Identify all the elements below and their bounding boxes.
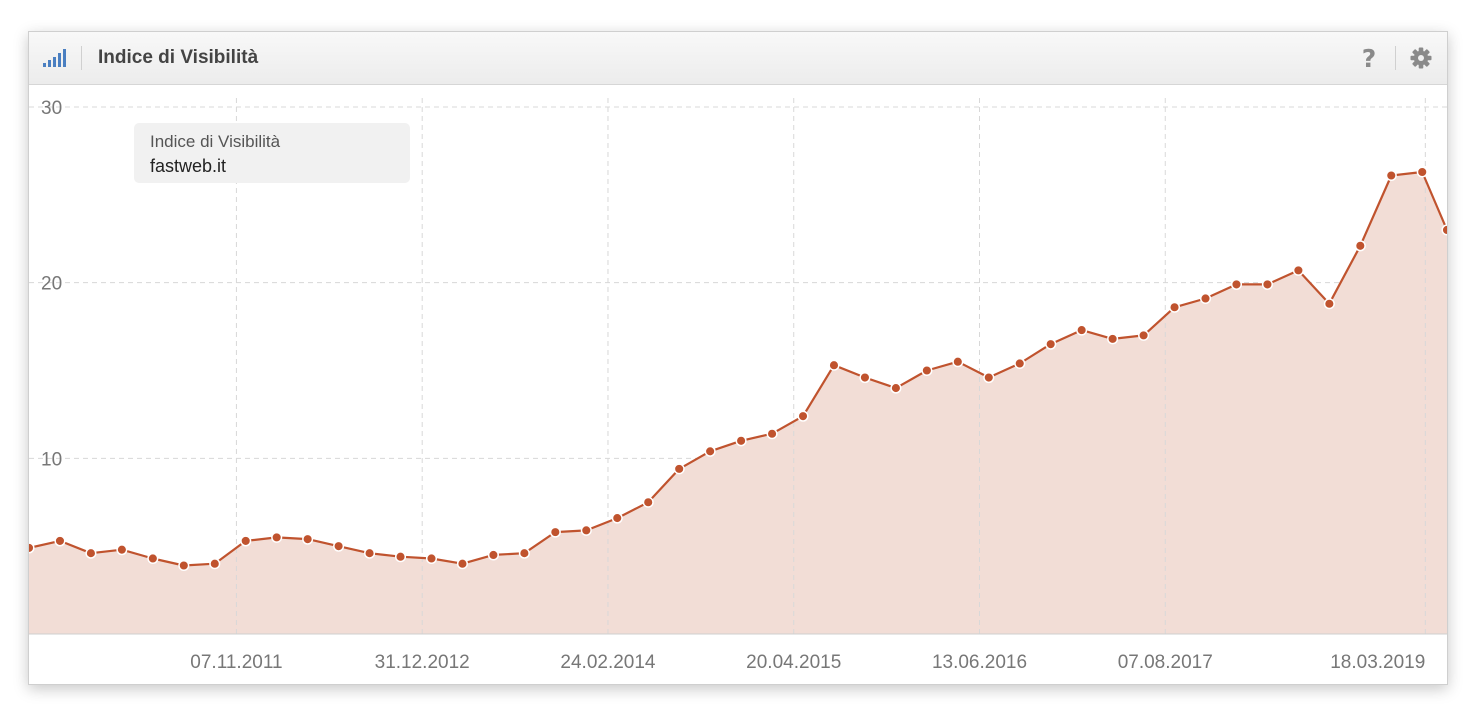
data-point[interactable] [549,526,561,538]
x-tick-label: 24.02.2014 [560,652,656,673]
data-point[interactable] [456,558,468,570]
data-point[interactable] [611,512,623,524]
help-icon[interactable]: ? [1361,44,1377,73]
data-point[interactable] [425,552,438,565]
data-point[interactable] [673,463,685,475]
data-point[interactable] [1230,278,1243,290]
data-point[interactable] [642,496,654,508]
x-tick-label: 07.11.2011 [190,652,282,673]
data-point[interactable] [518,547,530,559]
data-point[interactable] [890,382,902,394]
data-point[interactable] [1076,324,1088,336]
data-point[interactable] [209,558,221,570]
x-tick-label: 07.08.2017 [1118,652,1213,673]
data-point[interactable] [1045,338,1057,350]
data-point[interactable] [1138,329,1150,341]
data-point[interactable] [394,551,407,563]
data-point[interactable] [983,371,995,384]
x-tick-label: 31.12.2012 [375,652,470,673]
data-point[interactable] [1354,240,1366,252]
x-tick-label: 20.04.2015 [746,652,841,673]
data-point[interactable] [147,552,159,565]
widget-title: Indice di Visibilità [98,47,259,68]
x-tick-label: 13.06.2016 [932,652,1027,673]
data-point[interactable] [1261,278,1273,290]
signal-bars-icon [43,49,66,67]
data-point[interactable] [828,359,840,371]
data-point[interactable] [178,559,190,572]
visibility-index-widget: Indice di Visibilità ? 10 20 30 07.11.2011 3… [28,31,1448,685]
data-point[interactable] [704,445,716,457]
header-divider [81,46,82,70]
data-point[interactable] [1385,169,1397,182]
data-point[interactable] [1441,224,1447,236]
tooltip-domain: fastweb.it [150,156,227,176]
x-tick-label: 18.03.2019 [1330,652,1425,673]
data-point[interactable] [859,371,871,384]
data-point[interactable] [29,542,35,554]
visibility-chart: 10 20 30 07.11.2011 31.12.2012 24.02.2014 20.0… [29,98,1447,673]
y-tick-label: 20 [41,274,62,295]
data-point[interactable] [364,547,376,559]
data-point[interactable] [797,410,809,422]
series-tooltip: Indice di Visibilità fastweb.it [134,123,410,183]
gear-icon[interactable] [1410,47,1432,69]
data-point[interactable] [1168,301,1181,313]
header-divider [1395,46,1396,70]
data-point[interactable] [116,544,128,556]
area-fill [29,172,1447,634]
data-point[interactable] [1416,166,1428,178]
data-point[interactable] [735,435,747,447]
data-point[interactable] [85,547,97,559]
data-point[interactable] [1292,264,1304,276]
data-point[interactable] [54,535,66,547]
tooltip-title: Indice di Visibilità [150,132,281,151]
data-point[interactable] [1107,333,1119,345]
data-point[interactable] [333,540,345,552]
data-point[interactable] [302,533,314,545]
data-point[interactable] [240,535,252,547]
data-point[interactable] [1323,298,1335,310]
data-point[interactable] [1014,357,1026,370]
data-point[interactable] [1199,292,1212,305]
data-point[interactable] [952,356,964,368]
data-point[interactable] [271,531,283,543]
y-tick-label: 30 [41,98,62,119]
data-point[interactable] [766,428,778,440]
y-tick-label: 10 [41,449,62,470]
data-point[interactable] [487,549,499,561]
data-point[interactable] [921,364,933,377]
data-point[interactable] [580,524,592,536]
widget-header: Indice di Visibilità ? [29,32,1447,85]
